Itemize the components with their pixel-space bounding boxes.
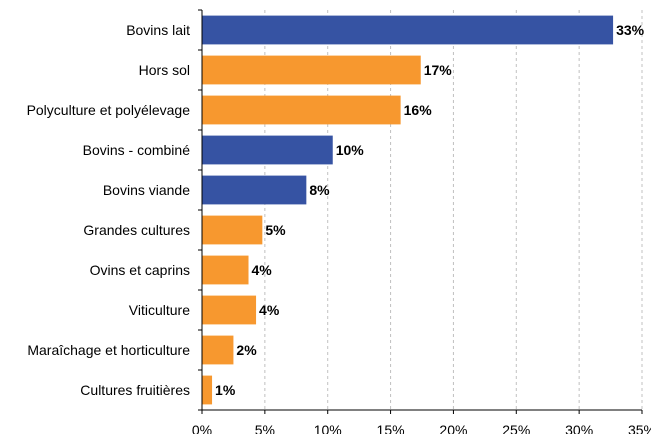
- bar: [202, 135, 333, 165]
- bar: [202, 255, 249, 285]
- data-label: 16%: [404, 102, 433, 118]
- data-label: 33%: [616, 22, 645, 38]
- axes: [198, 9, 643, 414]
- category-label: Hors sol: [139, 62, 190, 78]
- category-label: Ovins et caprins: [90, 262, 190, 278]
- data-label: 17%: [424, 62, 453, 78]
- data-label: 1%: [215, 382, 236, 398]
- x-tick-label: 10%: [314, 422, 342, 434]
- x-tick-label: 30%: [565, 422, 593, 434]
- bar: [202, 95, 401, 125]
- category-label: Viticulture: [129, 302, 190, 318]
- bar: [202, 175, 307, 205]
- bar: [202, 215, 263, 245]
- category-label: Bovins viande: [103, 182, 190, 198]
- category-label: Maraîchage et horticulture: [27, 342, 190, 358]
- data-label: 10%: [336, 142, 365, 158]
- category-label: Bovins - combiné: [83, 142, 191, 158]
- bar: [202, 295, 257, 325]
- x-tick-label: 5%: [255, 422, 275, 434]
- category-labels: Bovins lait Hors sol Polyculture et polyél…: [27, 22, 191, 398]
- x-tick-label: 0%: [192, 422, 212, 434]
- bar: [202, 55, 421, 85]
- x-tick-label: 20%: [439, 422, 467, 434]
- data-label: 2%: [236, 342, 257, 358]
- x-tick-labels: 0% 5% 10% 15% 20% 25% 30% 35%: [192, 422, 651, 434]
- bar: [202, 335, 234, 365]
- x-tick-label: 25%: [502, 422, 530, 434]
- category-label: Grandes cultures: [83, 222, 190, 238]
- data-labels: 33% 17% 16% 10% 8% 5% 4% 4% 2% 1%: [215, 22, 645, 398]
- bar: [202, 375, 213, 405]
- data-label: 5%: [265, 222, 286, 238]
- x-tick-label: 35%: [628, 422, 651, 434]
- data-label: 4%: [252, 262, 273, 278]
- category-label: Cultures fruitières: [80, 382, 190, 398]
- x-tick-label: 15%: [377, 422, 405, 434]
- category-label: Polyculture et polyélevage: [27, 102, 191, 118]
- data-label: 4%: [259, 302, 280, 318]
- bars: [202, 15, 614, 405]
- data-label: 8%: [309, 182, 330, 198]
- bar: [202, 15, 614, 45]
- category-label: Bovins lait: [126, 22, 190, 38]
